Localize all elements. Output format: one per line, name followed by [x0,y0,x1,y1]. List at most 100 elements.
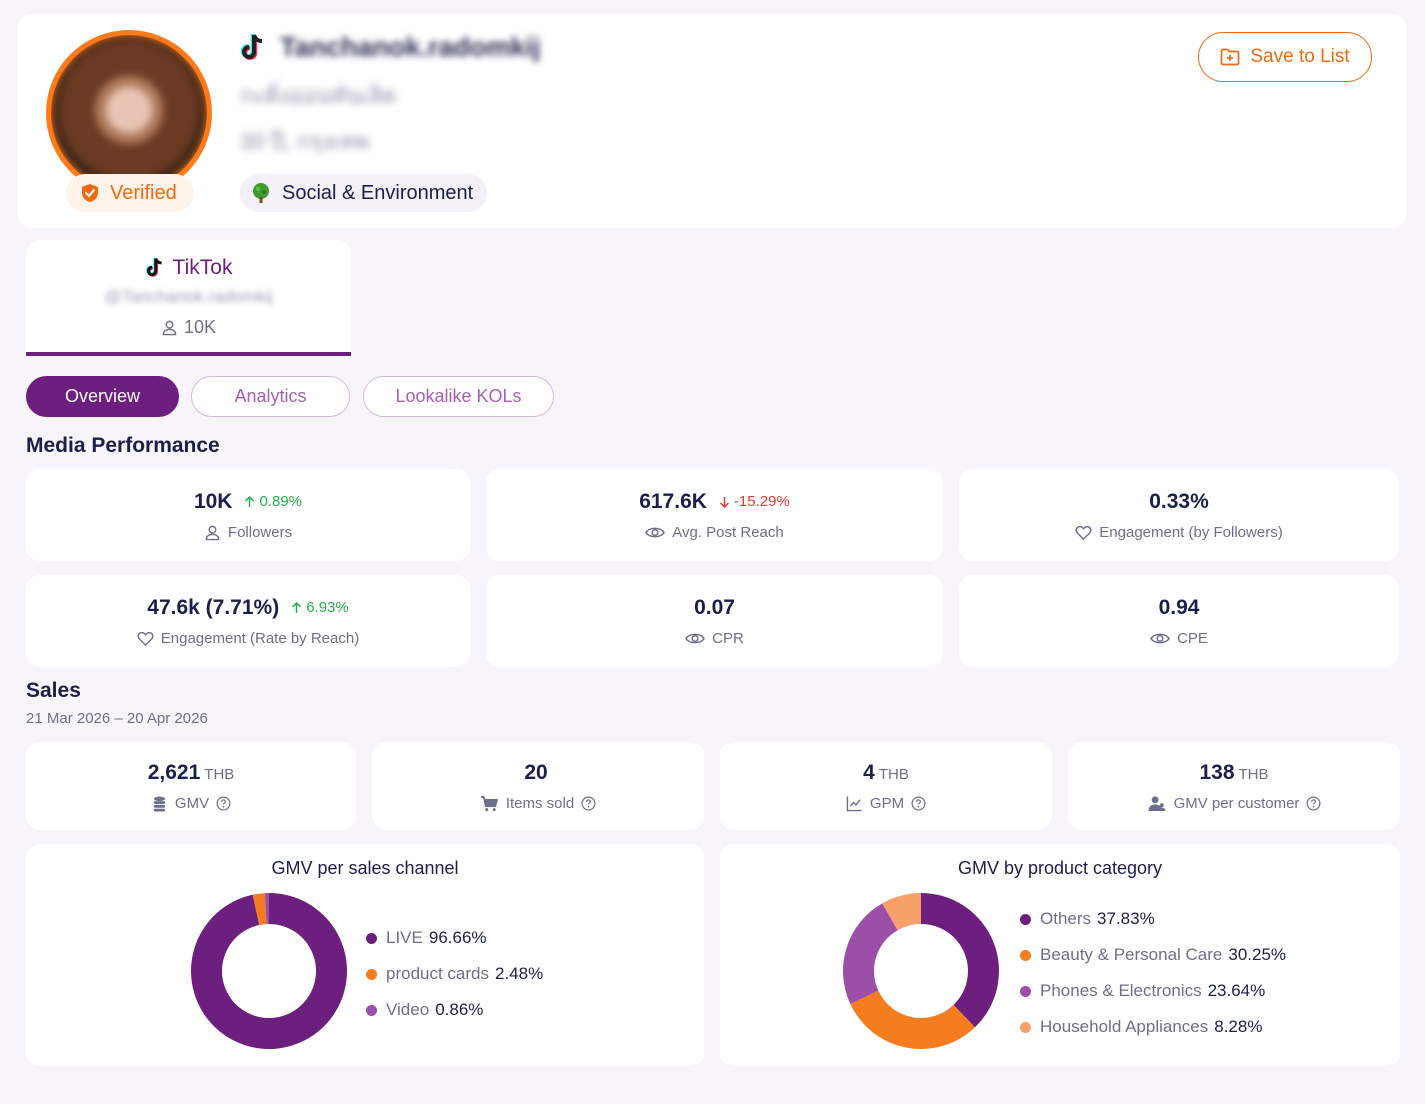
tab-analytics[interactable]: Analytics [191,376,350,417]
legend-label: Household Appliances [1040,1017,1209,1036]
help-icon[interactable] [216,796,231,811]
tiktok-icon [145,257,162,277]
legend-dot [366,968,377,980]
tab-overview[interactable]: Overview [26,376,179,417]
save-to-list-button[interactable]: Save to List [1198,32,1372,82]
platform-name: TikTok [172,256,233,279]
donut-slice-beauty-personal-care[interactable] [850,990,975,1049]
legend-item-household-appliances[interactable]: Household Appliances 8.28% [1020,1009,1286,1045]
legend-value: 0.86% [435,1000,484,1019]
chart-title: GMV by product category [957,858,1163,878]
verified-label: Verified [110,181,177,204]
platform-handle: @Tanchanok.radomkij [104,287,273,306]
stat-label: GPM [846,795,926,812]
stat-avg-post-reach: 617.6K -15.29% Avg. Post Reach [486,469,943,561]
legend-item-beauty-personal-care[interactable]: Beauty & Personal Care 30.25% [1020,937,1286,973]
tiktok-logo-icon [240,33,263,60]
stat-label: CPR [685,630,744,647]
stat-label: GMV [151,795,231,812]
stat-delta: -15.29% [719,493,790,510]
save-to-list-label: Save to List [1250,46,1350,67]
stat-label: GMV per customer [1147,795,1322,812]
stat-value: 617.6K [639,489,707,513]
legend-item-live[interactable]: LIVE 96.66% [366,920,543,956]
donut-slice-video[interactable] [264,893,269,925]
stat-delta: 0.89% [244,493,302,510]
line-chart-icon [846,795,862,811]
eye-icon [1150,633,1170,643]
stat-cpr: 0.07 CPR [486,575,943,667]
stat-value: 138 THB [1199,760,1269,784]
stat-label: Engagement (Rate by Reach) [137,630,359,647]
donut-slice-household-appliances[interactable] [882,893,921,931]
stat-value: 10K [193,489,233,513]
legend-label: Others [1040,909,1092,928]
platform-followers: 10K [26,317,351,338]
category-label: Social & Environment [282,181,474,204]
legend-value: 8.28% [1214,1017,1263,1036]
stat-cpe: 0.94 CPE [959,575,1399,667]
legend-value: 96.66% [428,928,487,947]
legend-item-others[interactable]: Others 37.83% [1020,901,1286,937]
arrow-up-icon [245,495,255,507]
stat-value: 2,621 THB [147,760,235,784]
category-chip: Social & Environment [240,174,488,212]
donut-slice-phones-electronics[interactable] [843,903,898,1004]
donut-slice-live[interactable] [191,893,347,1049]
eye-icon [685,633,706,643]
profile-username: Tanchanok.radomkij [280,32,541,62]
chart-card-product-category: GMV by product category Others 37.83% Beau… [720,844,1400,1066]
legend-dot [1020,1021,1031,1033]
legend-dot [366,1004,377,1016]
stat-label: CPE [1150,630,1208,647]
legend-dot [366,932,377,944]
verified-badge: Verified [66,174,194,212]
arrow-up-icon [292,601,302,613]
chart-title: GMV per sales channel [271,858,459,878]
sales-date-range: 21 Mar 2026 – 20 Apr 2026 [26,710,208,727]
users-icon [1148,795,1166,811]
eye-icon [645,527,666,537]
help-icon[interactable] [911,796,926,811]
sales-title: Sales [26,679,81,702]
help-icon[interactable] [581,796,596,811]
heart-icon [137,631,154,646]
profile-subtitle: กะดิ่งออนทันเลิด [240,83,397,108]
profile-header: Verified Tanchanok.radomkij กะดิ่งออนทัน… [18,14,1406,228]
legend-value: 37.83% [1097,909,1155,928]
cart-icon [480,795,498,811]
stat-value: 47.6k (7.71%) [147,595,280,619]
donut-slice-others[interactable] [921,893,999,1028]
legend-label: Phones & Electronics [1040,981,1202,1000]
tab-lookalike-kols[interactable]: Lookalike KOLs [363,376,554,417]
platform-followers-value: 10K [183,317,217,337]
legend-dot [1020,949,1031,961]
help-icon[interactable] [1306,796,1321,811]
donut-slice-product-cards[interactable] [252,893,267,926]
legend-label: Beauty & Personal Care [1040,945,1223,964]
legend-item-video[interactable]: Video 0.86% [366,992,543,1028]
donut-chart-product-category [843,893,999,1049]
sales-stat-gmv: 2,621 THB GMV [26,742,356,830]
chart-legend: Others 37.83% Beauty & Personal Care 30.25%… [1020,901,1286,1045]
stat-value: 0.07 [694,595,735,619]
chart-legend: LIVE 96.66% product cards 2.48% Video 0.86% [366,920,543,1028]
legend-item-phones-electronics[interactable]: Phones & Electronics 23.64% [1020,973,1286,1009]
stat-value: 0.33% [1149,489,1209,513]
heart-icon [1075,525,1092,540]
stat-engagement-rate-by-reach: 47.6k (7.71%) 6.93% Engagement (Rate by … [26,575,470,667]
platform-tab-tiktok[interactable]: TikTok @Tanchanok.radomkij 10K [26,240,351,356]
avatar[interactable] [51,35,207,191]
platform-title: TikTok [26,256,351,280]
legend-item-product-cards[interactable]: product cards 2.48% [366,956,543,992]
coins-icon [153,796,166,812]
legend-dot [1020,913,1031,925]
name-row: Tanchanok.radomkij [240,32,541,63]
shield-check-icon [82,184,98,202]
platform-active-indicator [26,352,351,356]
stat-engagement-by-followers: 0.33% Engagement (by Followers) [959,469,1399,561]
user-icon [205,525,220,540]
tree-icon [253,183,269,203]
legend-value: 2.48% [495,964,544,983]
legend-label: Video [386,1000,430,1019]
